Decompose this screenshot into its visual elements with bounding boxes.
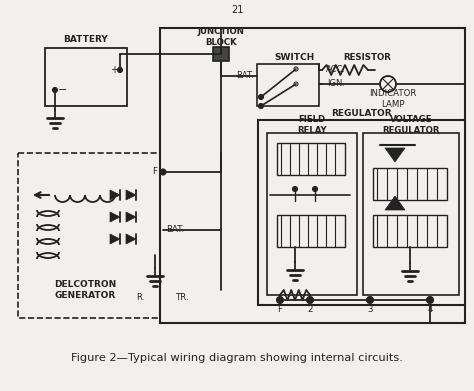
Bar [373,168,447,200]
Circle shape [258,95,264,99]
Bar [257,64,319,106]
Text: ACC.: ACC. [326,66,346,75]
Text: 4: 4 [427,305,433,314]
Text: IGN.: IGN. [327,79,345,88]
Polygon shape [126,234,136,244]
Bar [277,143,345,175]
Bar [267,133,357,295]
Circle shape [307,296,313,303]
Text: 21: 21 [231,5,243,15]
Polygon shape [385,196,405,210]
Bar [277,215,345,247]
Polygon shape [126,190,136,200]
Text: F: F [277,305,283,314]
Circle shape [118,68,122,72]
Text: INDICATOR
LAMP: INDICATOR LAMP [369,89,417,109]
Text: BATTERY: BATTERY [64,36,109,45]
Polygon shape [385,148,405,162]
Text: F: F [153,167,157,176]
Bar [363,133,459,295]
Text: FIELD
RELAY: FIELD RELAY [297,115,327,135]
Text: DELCOTRON
GENERATOR: DELCOTRON GENERATOR [54,280,116,300]
Circle shape [312,187,318,192]
Text: BAT.: BAT. [166,226,184,235]
Bar [373,215,447,247]
Text: 3: 3 [367,305,373,314]
Text: SWITCH: SWITCH [275,52,315,61]
Circle shape [366,296,374,303]
Text: VOLTAGE
REGULATOR: VOLTAGE REGULATOR [382,115,440,135]
Text: BAT.: BAT. [236,72,254,81]
Text: −: − [58,85,68,95]
Circle shape [276,296,283,303]
Polygon shape [126,212,136,222]
Circle shape [160,169,166,175]
Circle shape [258,104,264,108]
Bar [213,47,229,61]
Text: TR.: TR. [176,294,190,303]
Bar [160,28,465,323]
Polygon shape [110,234,120,244]
Bar [45,48,127,106]
Bar [258,120,465,305]
Text: RESISTOR: RESISTOR [343,52,391,61]
Polygon shape [110,190,120,200]
Text: R.: R. [136,294,144,303]
Text: 2: 2 [307,305,313,314]
Circle shape [292,187,298,192]
Text: JUNCTION
BLOCK: JUNCTION BLOCK [198,27,245,47]
Text: Figure 2—Typical wiring diagram showing internal circuits.: Figure 2—Typical wiring diagram showing … [71,353,403,363]
Circle shape [53,88,57,93]
Circle shape [427,296,434,303]
Bar [18,153,213,318]
Text: REGULATOR: REGULATOR [331,108,392,118]
Polygon shape [110,212,120,222]
Text: +: + [110,65,118,75]
